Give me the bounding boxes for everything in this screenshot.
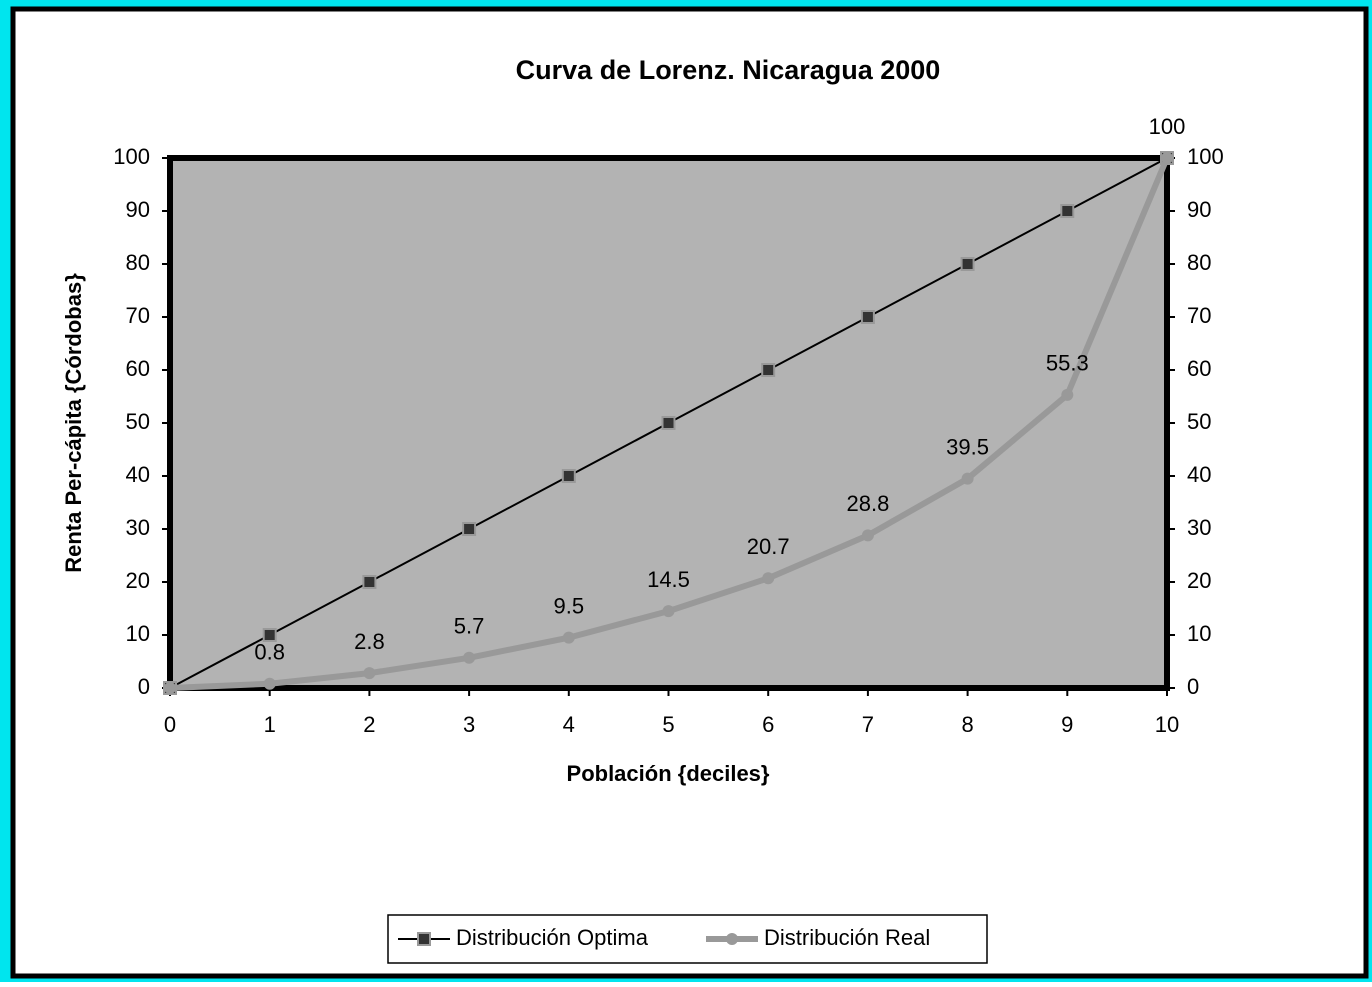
- y2-tick-label: 100: [1187, 144, 1224, 169]
- point: [662, 605, 675, 618]
- point: [761, 363, 776, 377]
- point: [861, 529, 874, 542]
- y-axis-label: Renta Per-cápita {Córdobas}: [61, 273, 86, 573]
- point: [262, 628, 277, 642]
- point: [1061, 388, 1074, 401]
- y-tick-label: 50: [126, 409, 150, 434]
- y-tick-label: 10: [126, 621, 150, 646]
- chart-title: Curva de Lorenz. Nicaragua 2000: [516, 55, 941, 85]
- y-tick-label: 0: [138, 674, 150, 699]
- x-tick-label: 0: [164, 712, 176, 737]
- point: [762, 572, 775, 585]
- y-tick-label: 60: [126, 356, 150, 381]
- y-tick-label: 20: [126, 568, 150, 593]
- legend: [387, 914, 988, 964]
- legend-label: Distribución Real: [764, 925, 930, 950]
- y-tick-label: 80: [126, 250, 150, 275]
- point: [164, 682, 176, 694]
- x-tick-label: 2: [363, 712, 375, 737]
- x-tick-label: 4: [563, 712, 575, 737]
- x-tick-label: 9: [1061, 712, 1073, 737]
- y2-tick-label: 50: [1187, 409, 1211, 434]
- legend-label: Distribución Optima: [456, 925, 649, 950]
- data-label: 55.3: [1046, 351, 1089, 376]
- data-label: 28.8: [846, 491, 889, 516]
- y2-tick-label: 0: [1187, 674, 1199, 699]
- point: [561, 469, 576, 483]
- point: [1060, 204, 1075, 218]
- point: [1161, 152, 1173, 164]
- point: [463, 651, 476, 664]
- point: [462, 522, 477, 536]
- y-tick-label: 40: [126, 462, 150, 487]
- y2-tick-label: 30: [1187, 515, 1211, 540]
- y-tick-label: 30: [126, 515, 150, 540]
- x-tick-label: 7: [862, 712, 874, 737]
- point: [661, 416, 676, 430]
- legend-marker: [417, 932, 431, 946]
- point: [960, 257, 975, 271]
- legend-marker: [726, 933, 738, 945]
- y-tick-label: 100: [113, 144, 150, 169]
- y-tick-label: 70: [126, 303, 150, 328]
- x-axis-label: Población {deciles}: [567, 761, 770, 786]
- data-label: 14.5: [647, 567, 690, 592]
- data-label: 39.5: [946, 434, 989, 459]
- y-tick-label: 90: [126, 197, 150, 222]
- x-tick-label: 3: [463, 712, 475, 737]
- data-label: 5.7: [454, 614, 485, 639]
- point: [860, 310, 875, 324]
- x-tick-label: 1: [264, 712, 276, 737]
- x-tick-label: 6: [762, 712, 774, 737]
- x-tick-label: 8: [961, 712, 973, 737]
- y2-tick-label: 70: [1187, 303, 1211, 328]
- point: [562, 631, 575, 644]
- point: [362, 575, 377, 589]
- x-tick-label: 10: [1155, 712, 1179, 737]
- y2-tick-label: 60: [1187, 356, 1211, 381]
- y2-tick-label: 80: [1187, 250, 1211, 275]
- point: [263, 677, 276, 690]
- point: [363, 667, 376, 680]
- data-label: 2.8: [354, 629, 385, 654]
- data-label: 9.5: [554, 593, 585, 618]
- x-tick-label: 5: [662, 712, 674, 737]
- data-label: 20.7: [747, 534, 790, 559]
- data-label: 100: [1149, 114, 1186, 139]
- y2-tick-label: 40: [1187, 462, 1211, 487]
- y2-tick-label: 20: [1187, 568, 1211, 593]
- point: [961, 472, 974, 485]
- y2-tick-label: 10: [1187, 621, 1211, 646]
- y2-tick-label: 90: [1187, 197, 1211, 222]
- data-label: 0.8: [254, 640, 285, 665]
